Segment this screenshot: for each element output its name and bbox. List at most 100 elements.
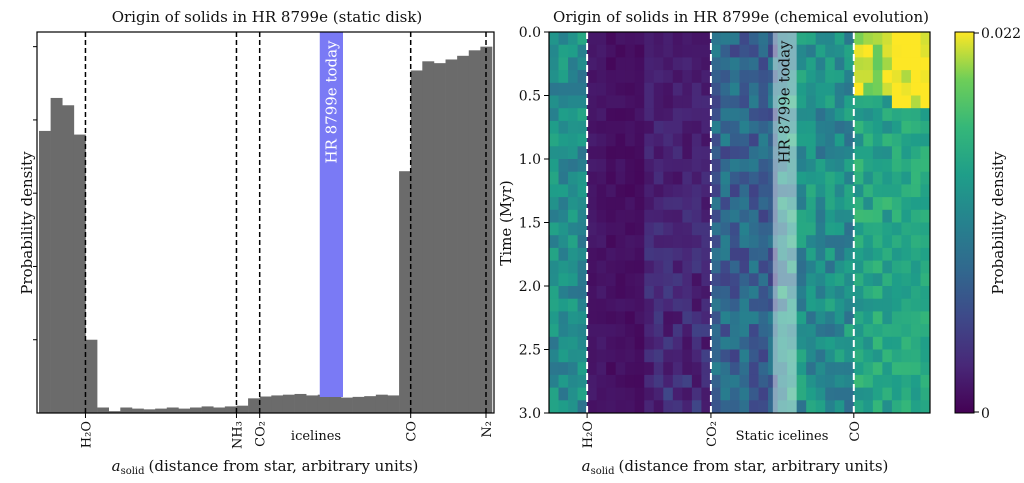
- heatmap-cell: [882, 311, 893, 325]
- heatmap-cell: [558, 146, 569, 160]
- y-tick-label: 2.5: [519, 343, 541, 359]
- heatmap-cell: [720, 311, 731, 325]
- heatmap-cell: [672, 184, 683, 198]
- heatmap-cell: [691, 387, 702, 401]
- heatmap-cell: [710, 82, 721, 96]
- heatmap-cell: [844, 209, 855, 223]
- heatmap-cell: [844, 349, 855, 363]
- heatmap-cell: [758, 387, 769, 401]
- heatmap-cell: [710, 184, 721, 198]
- heatmap-cell: [825, 298, 836, 312]
- heatmap-cell: [644, 374, 655, 388]
- heatmap-cell: [549, 222, 559, 236]
- heatmap-cell: [758, 32, 769, 46]
- heatmap-cell: [729, 362, 740, 376]
- heatmap-cell: [558, 82, 569, 96]
- heatmap-cell: [806, 32, 817, 46]
- heatmap-cell: [815, 400, 826, 414]
- heatmap-cell: [653, 273, 664, 287]
- heatmap-cell: [720, 108, 731, 122]
- heatmap-cell: [768, 387, 779, 401]
- heatmap-cell: [834, 298, 845, 312]
- right-xticklabels: H₂O CO₂ CO: [581, 413, 863, 448]
- heatmap-cell: [720, 44, 731, 58]
- heatmap-cell: [863, 324, 874, 338]
- heatmap-cell: [910, 209, 921, 223]
- heatmap-cell: [720, 171, 731, 185]
- heatmap-cell: [872, 400, 883, 414]
- colorbar-label: Probability density: [989, 151, 1007, 295]
- heatmap-cell: [863, 120, 874, 134]
- heatmap-cell: [901, 146, 912, 160]
- heatmap-cell: [758, 57, 769, 71]
- heatmap-cell: [625, 184, 636, 198]
- heatmap-cell: [796, 70, 807, 84]
- heatmap-cell: [844, 400, 855, 414]
- heatmap-cell: [625, 146, 636, 160]
- heatmap-cell: [644, 400, 655, 414]
- heatmap-cell: [739, 209, 750, 223]
- heatmap-cell: [825, 171, 836, 185]
- heatmap-cell: [758, 171, 769, 185]
- heatmap-cell: [872, 298, 883, 312]
- right-title: Origin of solids in HR 8799e (chemical e…: [553, 8, 929, 26]
- heatmap-cell: [568, 146, 578, 160]
- heatmap-cell: [834, 387, 845, 401]
- heatmap-cell: [596, 108, 607, 122]
- heatmap-cell: [710, 286, 721, 300]
- heatmap-cell: [901, 247, 912, 261]
- heatmap-cell: [739, 374, 750, 388]
- heatmap-cell: [634, 133, 645, 147]
- heatmap-cell: [549, 171, 559, 185]
- iceline-label: H₂O: [581, 421, 596, 448]
- heatmap-cell: [663, 400, 674, 414]
- heatmap-cell: [834, 171, 845, 185]
- heatmap-cell: [691, 44, 702, 58]
- heatmap-cell: [615, 324, 626, 338]
- heatmap-cell: [634, 108, 645, 122]
- left-xlabel: asolid (distance from star, arbitrary uni…: [112, 457, 419, 477]
- heatmap-cell: [682, 260, 693, 274]
- heatmap-cell: [739, 362, 750, 376]
- heatmap-cell: [663, 159, 674, 173]
- heatmap-cell: [691, 235, 702, 249]
- histogram-bar: [201, 406, 214, 413]
- heatmap-cell: [872, 247, 883, 261]
- heatmap-cell: [644, 260, 655, 274]
- heatmap-cell: [891, 197, 902, 211]
- heatmap-cell: [682, 286, 693, 300]
- heatmap-cell: [796, 235, 807, 249]
- heatmap-cell: [634, 324, 645, 338]
- heatmap-cell: [796, 82, 807, 96]
- heatmap-cell: [558, 235, 569, 249]
- heatmap-cell: [568, 400, 578, 414]
- heatmap-cell: [796, 336, 807, 350]
- heatmap-cell: [606, 298, 617, 312]
- heatmap-cell: [806, 260, 817, 274]
- heatmap-cell: [634, 400, 645, 414]
- heatmap-cell: [672, 32, 683, 46]
- heatmap-cell: [691, 57, 702, 71]
- heatmap-cell: [758, 197, 769, 211]
- heatmap-cell: [758, 349, 769, 363]
- heatmap-cell: [825, 273, 836, 287]
- heatmap-cell: [739, 286, 750, 300]
- heatmap-cell: [710, 57, 721, 71]
- heatmap-cell: [701, 108, 712, 122]
- heatmap-cell: [891, 171, 902, 185]
- heatmap-cell: [920, 336, 931, 350]
- heatmap-cell: [844, 273, 855, 287]
- heatmap-cell: [796, 44, 807, 58]
- heatmap-cell: [653, 235, 664, 249]
- heatmap-cell: [901, 349, 912, 363]
- heatmap-cell: [910, 247, 921, 261]
- histogram-bar: [97, 407, 109, 413]
- heatmap-cell: [882, 324, 893, 338]
- heatmap-cell: [768, 44, 779, 58]
- heatmap-cell: [872, 57, 883, 71]
- heatmap-cell: [549, 44, 559, 58]
- heatmap-cell: [634, 298, 645, 312]
- heatmap-cell: [825, 260, 836, 274]
- heatmap-cell: [806, 70, 817, 84]
- histogram-bar: [480, 46, 493, 414]
